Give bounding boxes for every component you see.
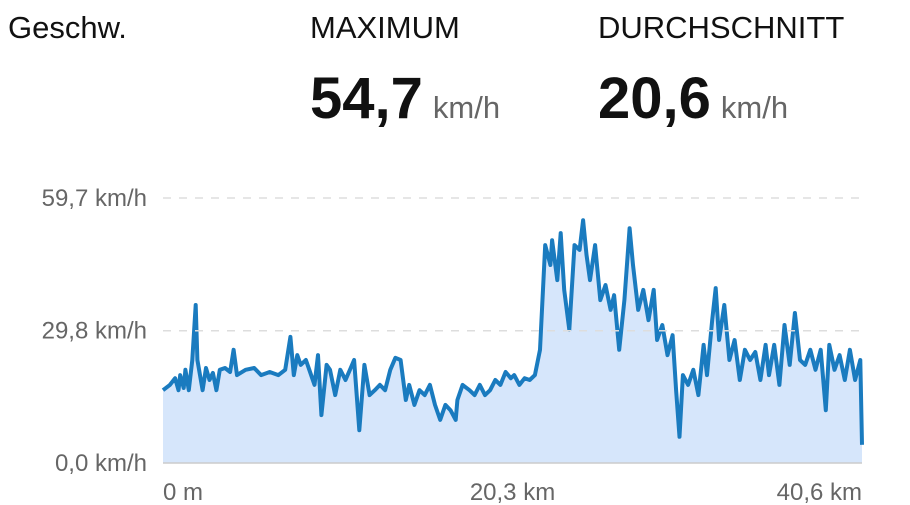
y-tick-label: 0,0 km/h bbox=[55, 450, 147, 477]
stat-value: 54,7 km/h bbox=[310, 66, 500, 131]
stat-value: 20,6 km/h bbox=[598, 66, 788, 131]
stat-number: 54,7 bbox=[310, 66, 423, 131]
stat-label: DURCHSCHNITT bbox=[598, 10, 844, 45]
stat-unit: km/h bbox=[721, 90, 788, 125]
area bbox=[163, 220, 862, 463]
x-tick-label: 40,6 km bbox=[777, 479, 862, 505]
stat-unit: km/h bbox=[433, 90, 500, 125]
line bbox=[161, 218, 864, 445]
y-tick-label: 29,8 km/h bbox=[42, 318, 147, 345]
x-tick-label: 20,3 km bbox=[470, 479, 555, 505]
x-tick-label: 0 m bbox=[163, 479, 203, 505]
stat-label: MAXIMUM bbox=[310, 10, 460, 45]
stat-number: 20,6 bbox=[598, 66, 711, 131]
chart-title: Geschw. bbox=[8, 10, 127, 45]
y-tick-label: 59,7 km/h bbox=[42, 185, 147, 212]
